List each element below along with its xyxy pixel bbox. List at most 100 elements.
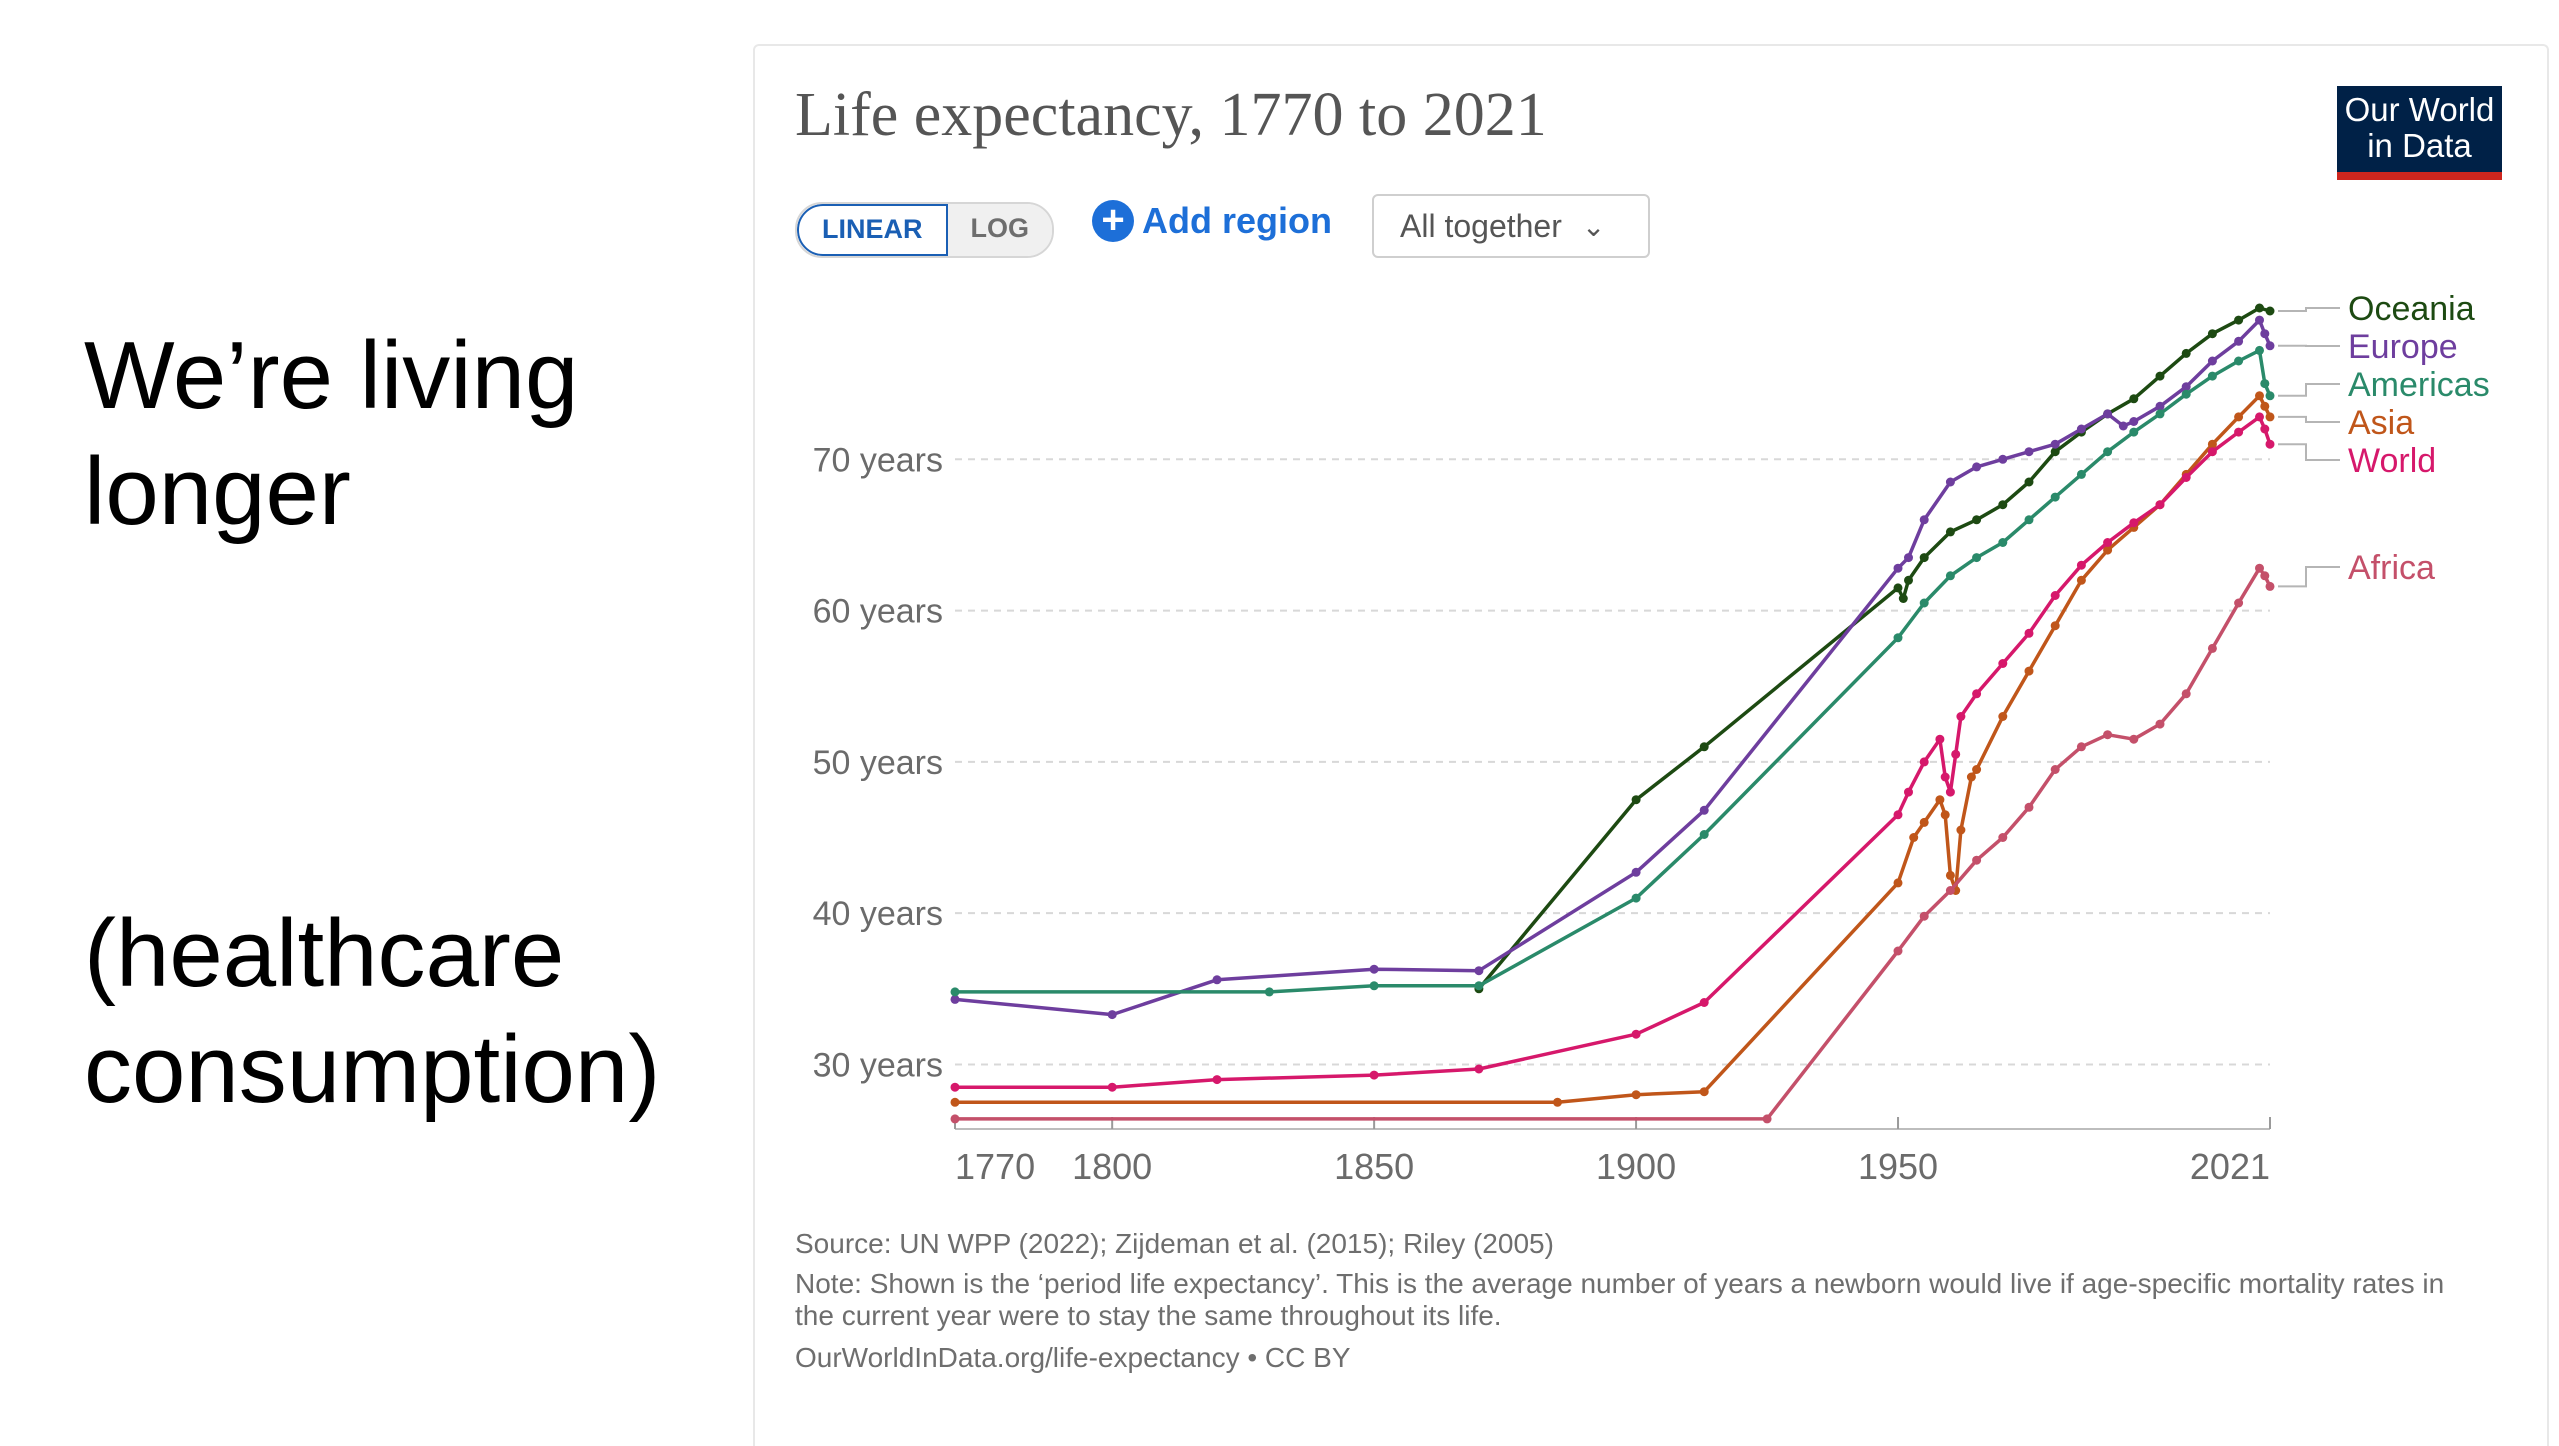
series-line-asia bbox=[955, 396, 2270, 1103]
x-tick-label: 2021 bbox=[2190, 1146, 2270, 1187]
data-point bbox=[1108, 1010, 1117, 1019]
data-point bbox=[1946, 478, 1955, 487]
data-point bbox=[2025, 629, 2034, 638]
data-point bbox=[2077, 425, 2086, 434]
data-point bbox=[2255, 346, 2264, 355]
data-point bbox=[1941, 773, 1950, 782]
data-point bbox=[2051, 621, 2060, 630]
data-point bbox=[2255, 391, 2264, 400]
data-point bbox=[1700, 998, 1709, 1007]
data-point bbox=[1998, 538, 2007, 547]
data-point bbox=[1972, 856, 1981, 865]
data-point bbox=[1213, 975, 1222, 984]
data-point bbox=[2255, 564, 2264, 573]
data-point bbox=[1904, 553, 1913, 562]
data-point bbox=[951, 1098, 960, 1107]
data-point bbox=[2051, 591, 2060, 600]
data-point bbox=[2182, 473, 2191, 482]
data-point bbox=[1904, 576, 1913, 585]
data-point bbox=[1632, 795, 1641, 804]
facet-dropdown-value: All together bbox=[1400, 208, 1562, 245]
data-point bbox=[2266, 341, 2275, 350]
data-point bbox=[2077, 576, 2086, 585]
legend-label-europe[interactable]: Europe bbox=[2348, 328, 2458, 366]
data-point bbox=[2129, 394, 2138, 403]
linear-toggle-button[interactable]: LINEAR bbox=[797, 204, 948, 256]
data-point bbox=[2182, 349, 2191, 358]
data-point bbox=[1899, 594, 1908, 603]
legend-connector bbox=[2278, 417, 2340, 422]
data-point bbox=[951, 1083, 960, 1092]
data-point bbox=[1370, 965, 1379, 974]
data-point bbox=[1967, 773, 1976, 782]
data-point bbox=[2234, 428, 2243, 437]
data-point bbox=[1972, 689, 1981, 698]
data-point bbox=[1700, 806, 1709, 815]
data-point bbox=[2103, 447, 2112, 456]
data-point bbox=[1700, 830, 1709, 839]
series-line-africa bbox=[955, 568, 2270, 1119]
data-point bbox=[2182, 689, 2191, 698]
slide-heading: We’re living longer bbox=[84, 318, 604, 550]
data-point bbox=[2266, 307, 2275, 316]
data-point bbox=[2025, 667, 2034, 676]
series-line-americas bbox=[955, 350, 2270, 992]
data-point bbox=[1894, 633, 1903, 642]
x-tick-label: 1770 bbox=[955, 1146, 1035, 1187]
data-point bbox=[2234, 599, 2243, 608]
data-point bbox=[2208, 644, 2217, 653]
data-point bbox=[1972, 553, 1981, 562]
owid-logo[interactable]: Our World in Data bbox=[2337, 86, 2502, 180]
add-region-button[interactable]: + Add region bbox=[1092, 200, 1332, 242]
log-toggle-button[interactable]: LOG bbox=[948, 204, 1053, 256]
y-tick-label: 50 years bbox=[813, 744, 943, 782]
data-point bbox=[2234, 337, 2243, 346]
data-point bbox=[2266, 412, 2275, 421]
legend-label-world[interactable]: World bbox=[2348, 442, 2436, 480]
legend-label-africa[interactable]: Africa bbox=[2348, 549, 2435, 587]
data-point bbox=[1920, 912, 1929, 921]
data-point bbox=[2025, 803, 2034, 812]
note-text: Note: Shown is the ‘period life expectan… bbox=[795, 1268, 2475, 1332]
data-point bbox=[2234, 357, 2243, 366]
data-point bbox=[2129, 417, 2138, 426]
data-point bbox=[1920, 515, 1929, 524]
legend-label-oceania[interactable]: Oceania bbox=[2348, 290, 2475, 328]
slide-subheading: (healthcare consumption) bbox=[84, 896, 724, 1128]
facet-dropdown[interactable]: All together ⌄ bbox=[1372, 194, 1650, 258]
data-point bbox=[2103, 538, 2112, 547]
data-point bbox=[2234, 316, 2243, 325]
data-point bbox=[1972, 515, 1981, 524]
x-tick-label: 1800 bbox=[1072, 1146, 1152, 1187]
legend-connector bbox=[2278, 567, 2340, 586]
data-point bbox=[2156, 500, 2165, 509]
data-point bbox=[2103, 409, 2112, 418]
data-point bbox=[1941, 810, 1950, 819]
credit-link[interactable]: OurWorldInData.org/life-expectancy • CC … bbox=[795, 1342, 1351, 1374]
legend-label-americas[interactable]: Americas bbox=[2348, 366, 2490, 404]
data-point bbox=[2051, 765, 2060, 774]
data-point bbox=[1920, 599, 1929, 608]
plus-circle-icon: + bbox=[1092, 200, 1134, 242]
data-point bbox=[2119, 422, 2128, 431]
data-point bbox=[1474, 966, 1483, 975]
data-point bbox=[2156, 372, 2165, 381]
data-point bbox=[1998, 659, 2007, 668]
data-point bbox=[1946, 788, 1955, 797]
data-point bbox=[1632, 868, 1641, 877]
data-point bbox=[2129, 518, 2138, 527]
add-region-label: Add region bbox=[1142, 200, 1332, 242]
x-tick-label: 1900 bbox=[1596, 1146, 1676, 1187]
data-point bbox=[1894, 810, 1903, 819]
data-point bbox=[1108, 1083, 1117, 1092]
legend-label-asia[interactable]: Asia bbox=[2348, 404, 2414, 442]
data-point bbox=[2260, 329, 2269, 338]
data-point bbox=[2260, 379, 2269, 388]
data-point bbox=[1894, 583, 1903, 592]
y-tick-label: 60 years bbox=[813, 593, 943, 631]
data-point bbox=[951, 987, 960, 996]
data-point bbox=[2051, 493, 2060, 502]
data-point bbox=[1894, 878, 1903, 887]
data-point bbox=[2266, 391, 2275, 400]
